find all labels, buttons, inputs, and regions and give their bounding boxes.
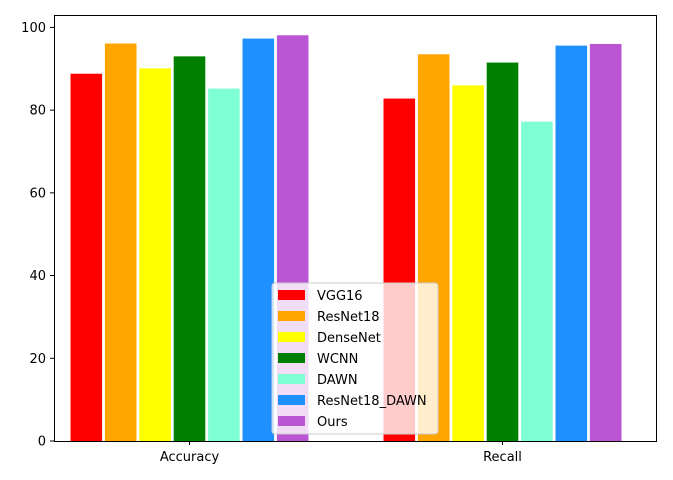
legend: VGG16 ResNet18 DenseNet WCNN DAWN ResNet18_DA… <box>271 282 439 435</box>
bar-dawn-accuracy <box>208 88 240 442</box>
bar-ours-recall <box>589 43 622 441</box>
bar-dawn-recall <box>521 121 553 442</box>
legend-label-densenet: DenseNet <box>317 331 381 346</box>
bar-resnet18-accuracy <box>104 43 137 441</box>
legend-label-ours: Ours <box>317 415 348 430</box>
bar-resnet18_dawn-recall <box>555 45 588 442</box>
legend-label-vgg16: VGG16 <box>317 289 363 304</box>
legend-label-resnet18: ResNet18 <box>317 310 380 325</box>
bar-wcnn-accuracy <box>173 56 206 442</box>
x-axis: Accuracy Recall <box>160 441 522 465</box>
bar-vgg16-accuracy <box>70 73 103 441</box>
bar-resnet18_dawn-accuracy <box>242 38 275 441</box>
bar-wcnn-recall <box>486 62 519 442</box>
legend-label-wcnn: WCNN <box>317 352 358 367</box>
legend-swatch-wcnn <box>278 353 305 363</box>
y-tick-label: 40 <box>29 269 46 284</box>
y-tick-label: 60 <box>29 186 46 201</box>
legend-label-dawn: DAWN <box>317 373 358 388</box>
bar-densenet-accuracy <box>139 68 171 441</box>
plot-frame <box>54 15 657 442</box>
legend-swatch-resnet18 <box>278 311 305 321</box>
y-axis: 0 20 40 60 80 100 <box>21 21 54 450</box>
y-tick-label: 0 <box>38 435 46 450</box>
legend-swatch-dawn <box>278 374 305 384</box>
y-tick-label: 80 <box>29 104 46 119</box>
legend-label-resnet18_dawn: ResNet18_DAWN <box>317 394 427 409</box>
x-tick-label: Accuracy <box>160 450 220 465</box>
x-tick-label: Recall <box>483 450 522 465</box>
legend-swatch-ours <box>278 416 305 426</box>
legend-swatch-resnet18_dawn <box>278 395 305 405</box>
legend-box <box>271 282 439 435</box>
legend-swatch-densenet <box>278 332 305 342</box>
y-tick-label: 20 <box>29 352 46 367</box>
legend-swatch-vgg16 <box>278 290 305 300</box>
bar-densenet-recall <box>452 85 484 441</box>
y-tick-label: 100 <box>21 21 46 36</box>
